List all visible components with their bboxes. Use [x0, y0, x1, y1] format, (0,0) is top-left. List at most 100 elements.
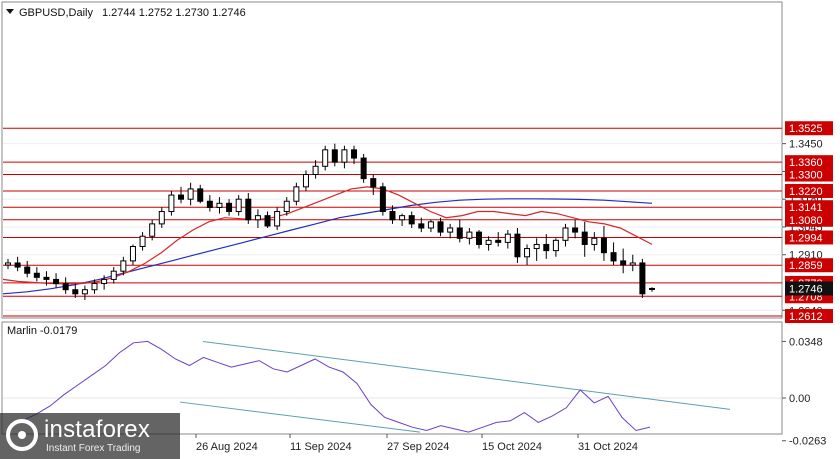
level-label-box	[785, 121, 833, 136]
level-label: 1.3300	[789, 170, 823, 182]
indicator-label: Marlin -0.0179	[7, 325, 77, 337]
candles	[5, 143, 655, 300]
candle-bear	[475, 231, 482, 245]
candle-bull	[485, 239, 492, 245]
candle-bear	[24, 266, 31, 274]
candle-bear	[178, 194, 185, 200]
current-price-label: 1.2746	[789, 283, 823, 295]
candle-bear	[351, 149, 358, 159]
osc-trend-upper	[202, 340, 731, 410]
candle-bull	[427, 221, 434, 229]
candle-bear	[33, 272, 40, 278]
candle-bull	[149, 223, 156, 237]
candle-bear	[639, 262, 646, 295]
osc-tick-label: -0.0263	[789, 436, 826, 448]
candle-bull	[235, 198, 242, 213]
candle-bear	[360, 157, 367, 180]
level-label: 1.2994	[789, 232, 823, 244]
candle-bull	[81, 289, 88, 295]
candle-bull	[562, 227, 569, 241]
instaforex-logo: instaforex Instant Forex Trading	[0, 413, 180, 459]
main-pane-frame	[1, 1, 783, 319]
candle-bull	[110, 270, 117, 280]
osc-tick-label: 0.0348	[789, 336, 823, 348]
candle-bear	[418, 223, 425, 229]
level-label: 1.3525	[789, 123, 823, 135]
candle-bull	[120, 260, 127, 272]
ohlc-values: 1.2744 1.2752 1.2730 1.2746	[102, 7, 246, 19]
osc-line	[7, 340, 651, 433]
osc-tick-label: 0.00	[789, 393, 810, 405]
candle-bull	[293, 186, 300, 202]
level-label: 1.2612	[789, 311, 823, 323]
candle-bear	[53, 278, 60, 285]
candle-bear	[264, 215, 271, 227]
candle-bear	[197, 188, 204, 202]
candle-bear	[572, 227, 579, 233]
candle-bull	[139, 235, 146, 248]
oscillator: 0.0348 0.00 -0.0263	[3, 336, 826, 448]
indicator-pane-frame	[1, 321, 783, 435]
time-tick-label: 26 Aug 2024	[196, 441, 258, 453]
candle-bear	[514, 233, 521, 258]
candle-bull	[254, 215, 261, 221]
level-label-box	[785, 212, 833, 227]
candle-bull	[504, 233, 511, 243]
time-tick-label: 27 Sep 2024	[387, 441, 449, 453]
candle-bull	[283, 200, 290, 213]
candle-bull	[158, 211, 165, 225]
candle-bear	[389, 211, 396, 221]
candle-bull	[322, 149, 329, 167]
candle-bull	[341, 149, 348, 163]
time-tick-label: 15 Oct 2024	[482, 441, 542, 453]
candle-bear	[206, 200, 213, 208]
candle-bear	[456, 227, 463, 239]
price-tick-label: 1.3450	[789, 139, 823, 151]
candle-bull	[524, 248, 531, 258]
candle-bull	[302, 174, 309, 188]
level-label-box	[785, 183, 833, 198]
candle-bear	[72, 289, 79, 295]
candle-bear	[581, 231, 588, 245]
candle-bear	[226, 202, 233, 213]
candle-bull	[552, 239, 559, 252]
time-tick-label: 11 Sep 2024	[290, 441, 352, 453]
candle-bull	[312, 165, 319, 176]
candle-bear	[610, 252, 617, 262]
candle-bear	[331, 149, 338, 163]
current-price-box	[785, 281, 833, 296]
candle-bull	[466, 231, 473, 239]
candle-bear	[620, 260, 627, 266]
level-lines	[3, 127, 782, 317]
collapse-triangle-icon[interactable]	[6, 9, 14, 14]
candle-bull	[187, 188, 194, 200]
candle-bear	[543, 243, 550, 252]
level-label: 1.3080	[789, 215, 823, 227]
symbol-label: GBPUSD,Daily	[19, 7, 93, 19]
level-label-box	[785, 155, 833, 170]
candle-bull	[399, 215, 406, 221]
level-label: 1.3360	[789, 157, 823, 169]
candle-bull	[533, 243, 540, 250]
candle-bull	[447, 227, 454, 233]
candle-bull	[591, 237, 598, 245]
osc-trend-lower	[179, 401, 421, 433]
candle-bull	[168, 194, 175, 213]
candle-bear	[408, 215, 415, 225]
candle-bear	[437, 221, 444, 233]
logo-brand: instaforex	[44, 416, 151, 443]
level-label: 1.3220	[789, 186, 823, 198]
candle-bear	[43, 276, 50, 280]
candle-bear	[62, 283, 69, 291]
candle-bear	[379, 186, 386, 213]
level-label: 1.2859	[789, 260, 823, 272]
candle-bull	[101, 278, 108, 285]
candle-bear	[600, 237, 607, 254]
candle-bull	[5, 262, 11, 266]
grid	[3, 143, 782, 311]
candle-bull	[274, 211, 281, 227]
candle-bear	[370, 178, 377, 188]
